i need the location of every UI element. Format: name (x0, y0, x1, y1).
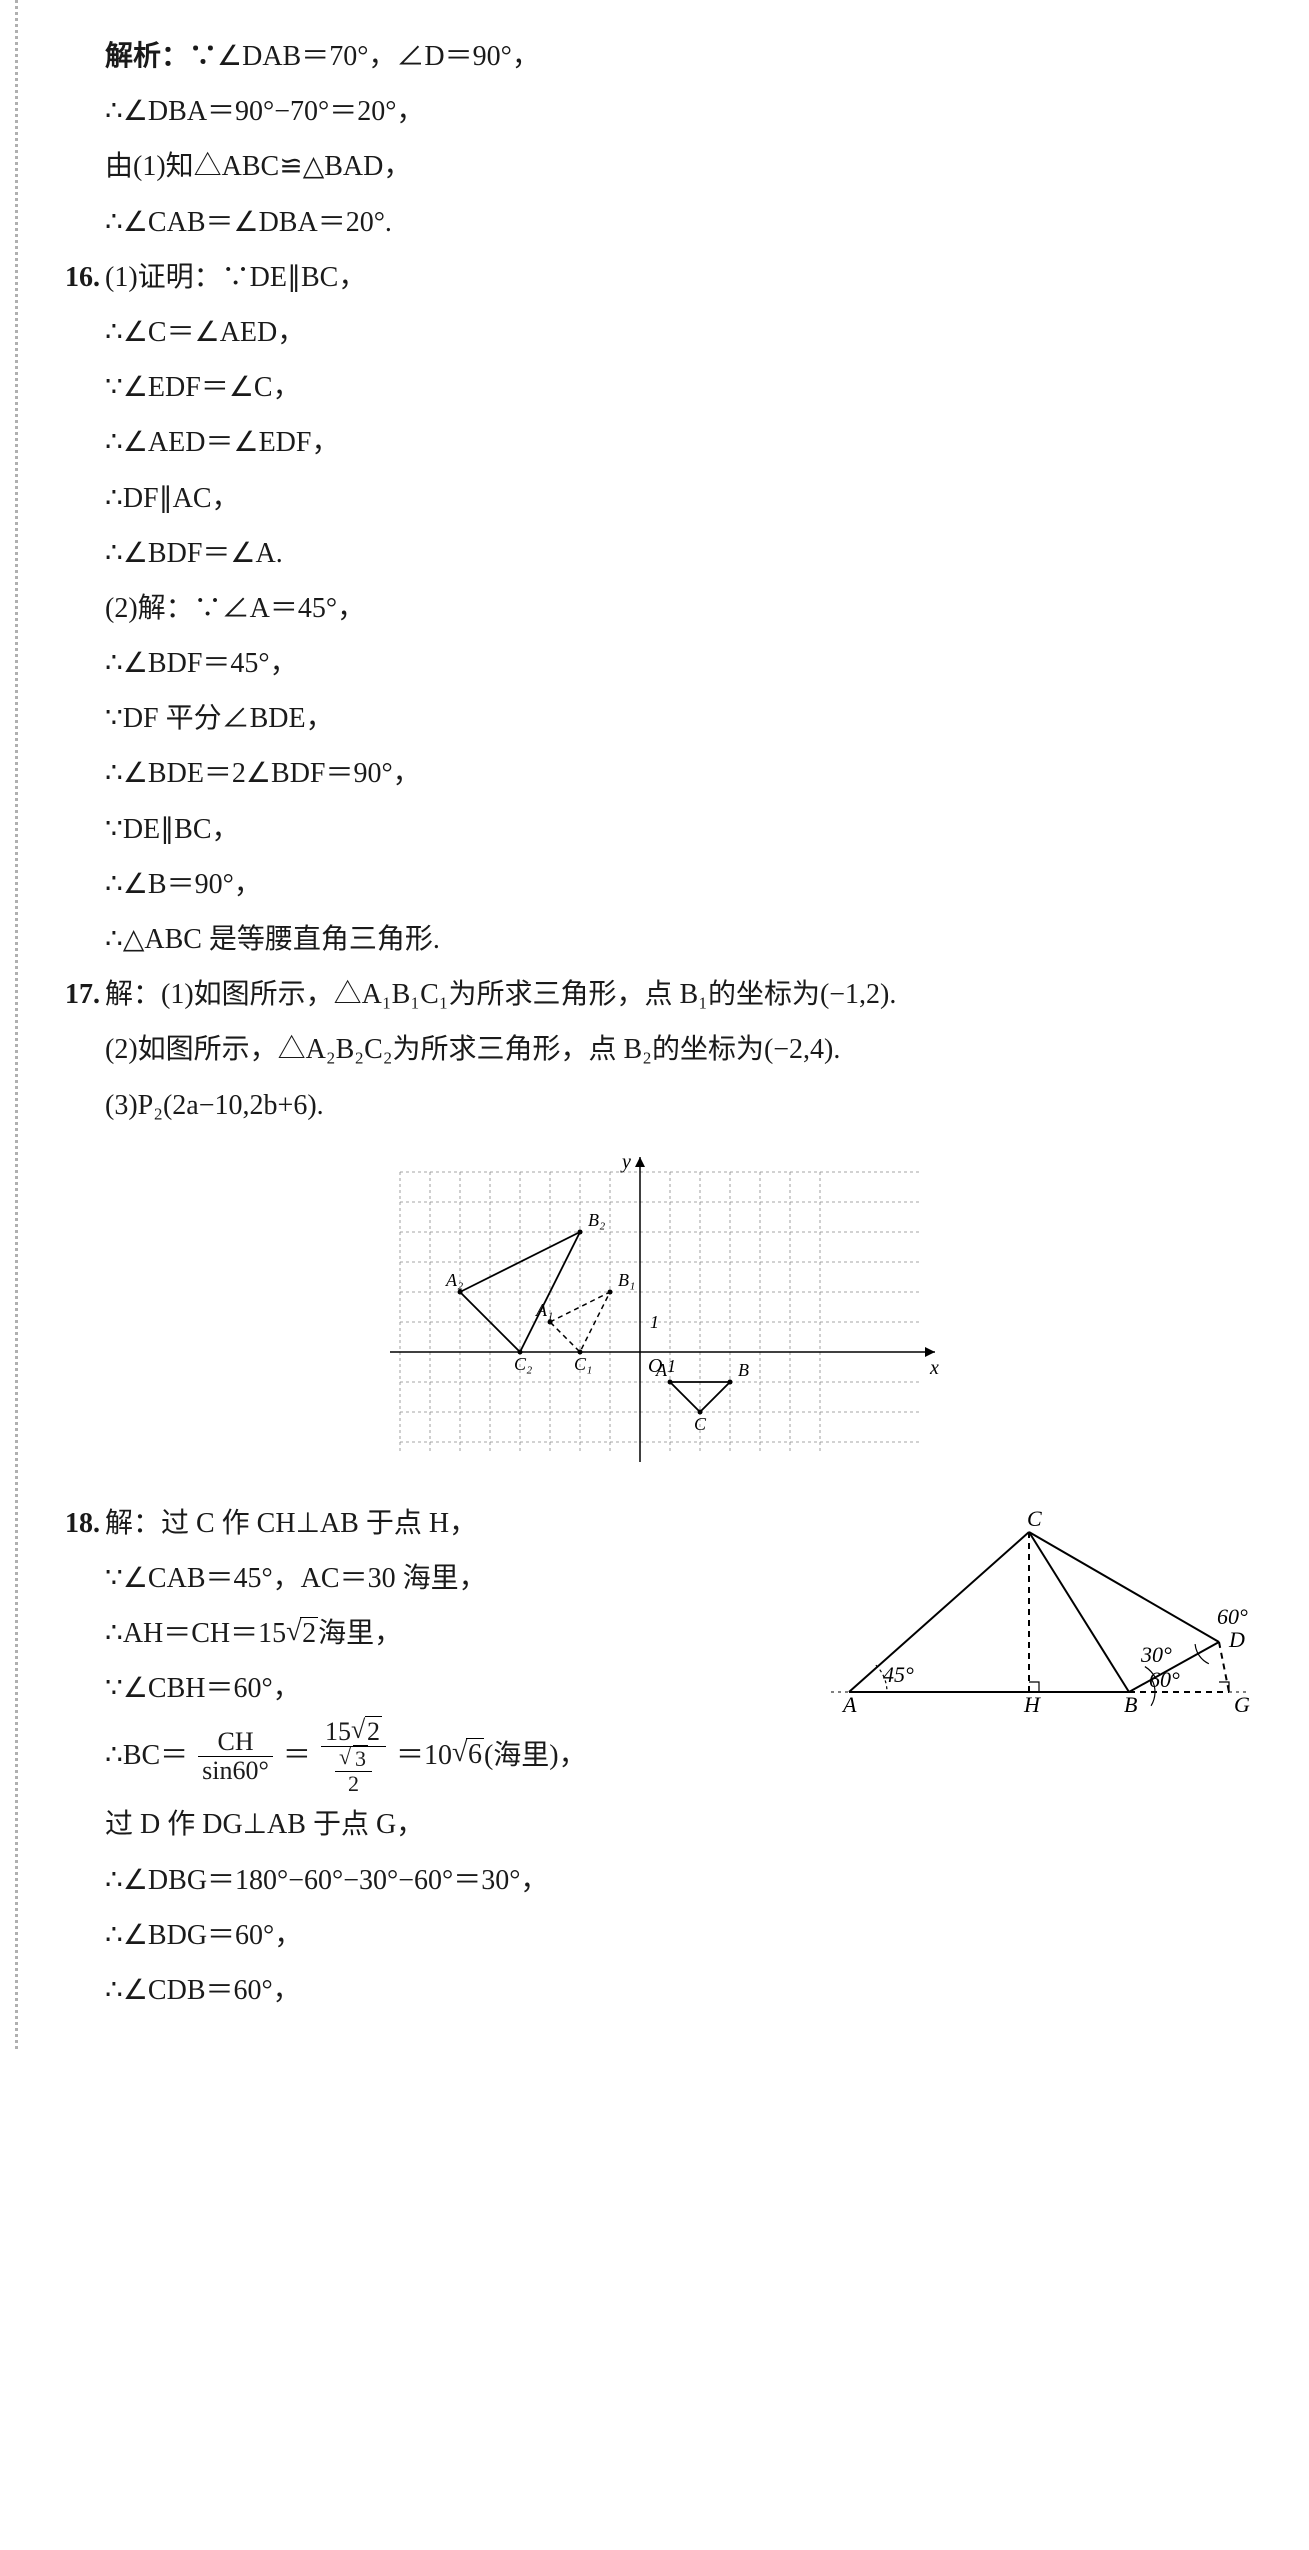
p15-line4: ∴∠CAB＝∠DBA＝20°. (50, 196, 1269, 249)
p15-l3b: △BAD， (303, 151, 412, 182)
svg-text:D: D (1228, 1627, 1245, 1652)
p17-figure-container: Oxy11ABCA₁B₁C₁A₂B₂C₂ (50, 1152, 1269, 1472)
p16-line6: ∴∠BDF＝∠A. (50, 527, 1269, 580)
sqrt-3: 3 (339, 1747, 368, 1771)
p16-number: 16. (65, 251, 105, 304)
p16-l1: (1)证明：∵DE∥BC， (105, 262, 366, 293)
inner-den: 2 (335, 1772, 372, 1796)
svg-text:1: 1 (667, 1356, 676, 1376)
p16-line8: ∴∠BDF＝45°， (50, 637, 1269, 690)
p18-l3-sqrt: 2 (300, 1617, 318, 1649)
p18-l3a: ∴AH＝CH＝15 (105, 1618, 286, 1649)
congruent-symbol: ≌ (279, 151, 302, 182)
p16-line1: 16.(1)证明：∵DE∥BC， (50, 251, 1269, 304)
p16-line3: ∵∠EDF＝∠C， (50, 361, 1269, 414)
p18-line8: ∴∠BDG＝60°， (50, 1909, 1269, 1962)
p18-geometry-figure: AHBGCD45°30°60°60° (829, 1507, 1249, 1737)
svg-text:1: 1 (650, 1312, 659, 1332)
p16-line7: (2)解：∵∠A＝45°， (50, 582, 1269, 635)
p18-number: 18. (65, 1497, 105, 1550)
svg-text:A₂: A₂ (445, 1270, 463, 1290)
svg-text:C: C (694, 1414, 707, 1434)
svg-text:B₁: B₁ (618, 1270, 635, 1290)
p16-line11: ∵DE∥BC， (50, 803, 1269, 856)
p18-figure-container: AHBGCD45°30°60°60° (829, 1507, 1249, 1755)
svg-text:45°: 45° (883, 1662, 914, 1687)
p15-l1-text: ∠DAB＝70°，∠D＝90°， (217, 41, 540, 72)
p18-line6: 过 D 作 DG⊥AB 于点 G， (50, 1798, 1269, 1851)
p16-line4: ∴∠AED＝∠EDF， (50, 416, 1269, 469)
svg-text:C: C (1027, 1506, 1042, 1531)
p15-line3: 由(1)知△ABC≌△BAD， (50, 140, 1269, 193)
p18-line7: ∴∠DBG＝180°−60°−30°−60°＝30°， (50, 1854, 1269, 1907)
frac1-num: CH (198, 1728, 273, 1758)
p17-number: 17. (65, 968, 105, 1021)
svg-text:B: B (738, 1360, 749, 1380)
svg-text:C₂: C₂ (514, 1354, 532, 1374)
p16-line12: ∴∠B＝90°， (50, 858, 1269, 911)
p16-line10: ∴∠BDE＝2∠BDF＝90°， (50, 747, 1269, 800)
frac2-num-a: 15 (325, 1717, 351, 1746)
p16-line13: ∴△ABC 是等腰直角三角形. (50, 913, 1269, 966)
svg-text:C₁: C₁ (574, 1354, 592, 1374)
p18-l5b: ＝ (283, 1739, 311, 1770)
p17-l1: 解：(1)如图所示，△A₁B₁C₁为所求三角形，点 B₁的坐标为(−1,2). (105, 979, 896, 1010)
sqrt-symbol: 2 (286, 1607, 318, 1660)
svg-text:60°: 60° (1217, 1604, 1248, 1629)
svg-text:A: A (655, 1360, 668, 1380)
frac-ch-sin60: CH sin60° (198, 1728, 273, 1786)
svg-text:x: x (929, 1357, 939, 1379)
p18-l1: 解：过 C 作 CH⊥AB 于点 H， (105, 1508, 477, 1539)
svg-text:A: A (841, 1692, 857, 1717)
sqrt-6: 6 (452, 1724, 484, 1786)
p16-line9: ∵DF 平分∠BDE， (50, 692, 1269, 745)
svg-text:B₂: B₂ (588, 1210, 605, 1230)
inner-num: 3 (335, 1747, 372, 1772)
svg-text:60°: 60° (1149, 1667, 1180, 1692)
p15-l3a: 由(1)知△ABC (105, 151, 279, 182)
p18-l5c: ＝10 (396, 1739, 452, 1770)
p16-line2: ∴∠C＝∠AED， (50, 306, 1269, 359)
p17-line2: (2)如图所示，△A₂B₂C₂为所求三角形，点 B₂的坐标为(−2,4). (50, 1023, 1269, 1076)
inner-frac: 3 2 (335, 1747, 372, 1796)
p15-line1: 解析：∵∠DAB＝70°，∠D＝90°， (50, 30, 1269, 83)
p18-line9: ∴∠CDB＝60°， (50, 1964, 1269, 2017)
sqrt-2: 2 (351, 1718, 382, 1747)
frac2-den: 3 2 (321, 1747, 386, 1796)
svg-text:y: y (620, 1151, 631, 1173)
p17-line3: (3)P₂(2a−10,2b+6). (50, 1079, 1269, 1132)
p18-l5a: ∴BC＝ (105, 1739, 188, 1770)
frac1-den: sin60° (198, 1757, 273, 1786)
p18-l3b: 海里， (318, 1618, 402, 1649)
svg-text:B: B (1124, 1692, 1137, 1717)
p17-line1: 17.解：(1)如图所示，△A₁B₁C₁为所求三角形，点 B₁的坐标为(−1,2… (50, 968, 1269, 1021)
inner-sqrt: 3 (353, 1745, 368, 1771)
page-margin (15, 0, 18, 2049)
p16-line5: ∴DF∥AC， (50, 472, 1269, 525)
svg-text:G: G (1234, 1692, 1250, 1717)
p17-coordinate-figure: Oxy11ABCA₁B₁C₁A₂B₂C₂ (380, 1152, 940, 1472)
p18-l5-sqrt: 6 (466, 1738, 484, 1770)
svg-text:H: H (1023, 1692, 1041, 1717)
svg-text:30°: 30° (1140, 1642, 1172, 1667)
frac-15sqrt2: 15 2 3 2 (321, 1718, 386, 1797)
frac2-num-sqrt: 2 (365, 1716, 382, 1746)
p15-l1-prefix: 解析：∵ (105, 41, 217, 72)
p15-line2: ∴∠DBA＝90°−70°＝20°， (50, 85, 1269, 138)
p18-l5d: (海里)， (484, 1739, 587, 1770)
frac2-num: 15 2 (321, 1718, 386, 1748)
